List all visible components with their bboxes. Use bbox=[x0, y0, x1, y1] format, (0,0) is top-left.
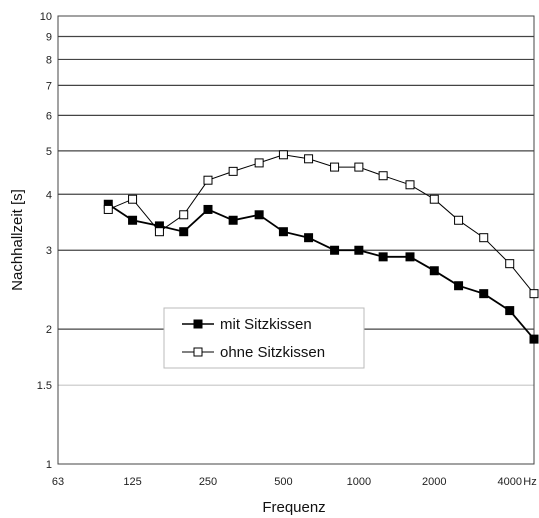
y-tick-label: 3 bbox=[46, 245, 52, 257]
y-tick-label: 2 bbox=[46, 324, 52, 336]
data-point-mit-sitzkissen bbox=[429, 266, 439, 276]
legend-marker-ohne-sitzkissen bbox=[193, 347, 203, 357]
data-point-mit-sitzkissen bbox=[128, 215, 138, 225]
data-point-mit-sitzkissen bbox=[278, 227, 288, 237]
data-point-mit-sitzkissen bbox=[405, 252, 415, 262]
y-tick-label: 9 bbox=[46, 31, 52, 43]
y-tick-label: 6 bbox=[46, 110, 52, 122]
data-point-mit-sitzkissen bbox=[378, 252, 388, 262]
y-tick-label: 1.5 bbox=[37, 380, 52, 392]
y-tick-label: 4 bbox=[46, 189, 52, 201]
grid-lines bbox=[58, 35, 534, 386]
data-point-ohne-sitzkissen bbox=[128, 194, 138, 204]
series-line-ohne-sitzkissen bbox=[108, 154, 535, 295]
data-point-ohne-sitzkissen bbox=[278, 150, 288, 160]
data-point-ohne-sitzkissen bbox=[405, 180, 415, 190]
x-tick-labels: 63 125 250 500 1000 2000 4000 bbox=[52, 476, 522, 488]
x-tick-label: 125 bbox=[123, 476, 141, 488]
y-tick-label: 1 bbox=[46, 459, 52, 471]
data-point-ohne-sitzkissen bbox=[505, 259, 515, 269]
data-point-ohne-sitzkissen bbox=[479, 233, 489, 243]
y-tick-labels: 1 1.5 2 3 4 5 6 7 8 9 10 bbox=[37, 11, 52, 471]
data-point-ohne-sitzkissen bbox=[103, 204, 113, 214]
data-point-ohne-sitzkissen bbox=[529, 289, 539, 299]
data-point-mit-sitzkissen bbox=[529, 334, 539, 344]
y-tick-label: 5 bbox=[46, 146, 52, 158]
data-point-ohne-sitzkissen bbox=[304, 154, 314, 164]
data-point-mit-sitzkissen bbox=[505, 306, 515, 316]
data-point-ohne-sitzkissen bbox=[330, 162, 340, 172]
x-tick-label: 4000 bbox=[497, 476, 521, 488]
legend-label-ohne-sitzkissen: ohne Sitzkissen bbox=[220, 344, 325, 361]
data-point-mit-sitzkissen bbox=[203, 204, 213, 214]
data-point-ohne-sitzkissen bbox=[154, 227, 164, 237]
legend: mit Sitzkissen ohne Sitzkissen bbox=[163, 307, 365, 369]
legend-marker-mit-sitzkissen bbox=[193, 319, 203, 329]
data-point-ohne-sitzkissen bbox=[354, 162, 364, 172]
x-tick-label: 63 bbox=[52, 476, 64, 488]
x-unit-label: Hz bbox=[523, 476, 536, 488]
data-point-ohne-sitzkissen bbox=[254, 158, 264, 168]
x-tick-label: 250 bbox=[199, 476, 217, 488]
data-point-mit-sitzkissen bbox=[228, 215, 238, 225]
data-point-mit-sitzkissen bbox=[330, 245, 340, 255]
y-tick-label: 7 bbox=[46, 80, 52, 92]
y-tick-label: 10 bbox=[40, 11, 52, 23]
x-axis-title: Frequenz bbox=[262, 499, 325, 516]
data-point-ohne-sitzkissen bbox=[378, 171, 388, 181]
x-tick-label: 2000 bbox=[422, 476, 446, 488]
data-point-mit-sitzkissen bbox=[254, 210, 264, 220]
data-point-ohne-sitzkissen bbox=[179, 210, 189, 220]
y-tick-label: 8 bbox=[46, 54, 52, 66]
data-point-ohne-sitzkissen bbox=[454, 215, 464, 225]
data-point-mit-sitzkissen bbox=[454, 281, 464, 291]
data-point-ohne-sitzkissen bbox=[203, 175, 213, 185]
x-tick-label: 500 bbox=[274, 476, 292, 488]
plot-frame bbox=[57, 15, 535, 465]
series-layer bbox=[103, 150, 539, 344]
data-point-mit-sitzkissen bbox=[479, 289, 489, 299]
legend-box bbox=[163, 307, 365, 369]
data-point-mit-sitzkissen bbox=[354, 245, 364, 255]
legend-label-mit-sitzkissen: mit Sitzkissen bbox=[220, 316, 312, 333]
data-point-mit-sitzkissen bbox=[304, 233, 314, 243]
x-tick-label: 1000 bbox=[347, 476, 371, 488]
data-point-mit-sitzkissen bbox=[179, 227, 189, 237]
y-axis-title: Nachhallzeit [s] bbox=[9, 189, 26, 291]
data-point-ohne-sitzkissen bbox=[228, 166, 238, 176]
data-point-ohne-sitzkissen bbox=[429, 194, 439, 204]
